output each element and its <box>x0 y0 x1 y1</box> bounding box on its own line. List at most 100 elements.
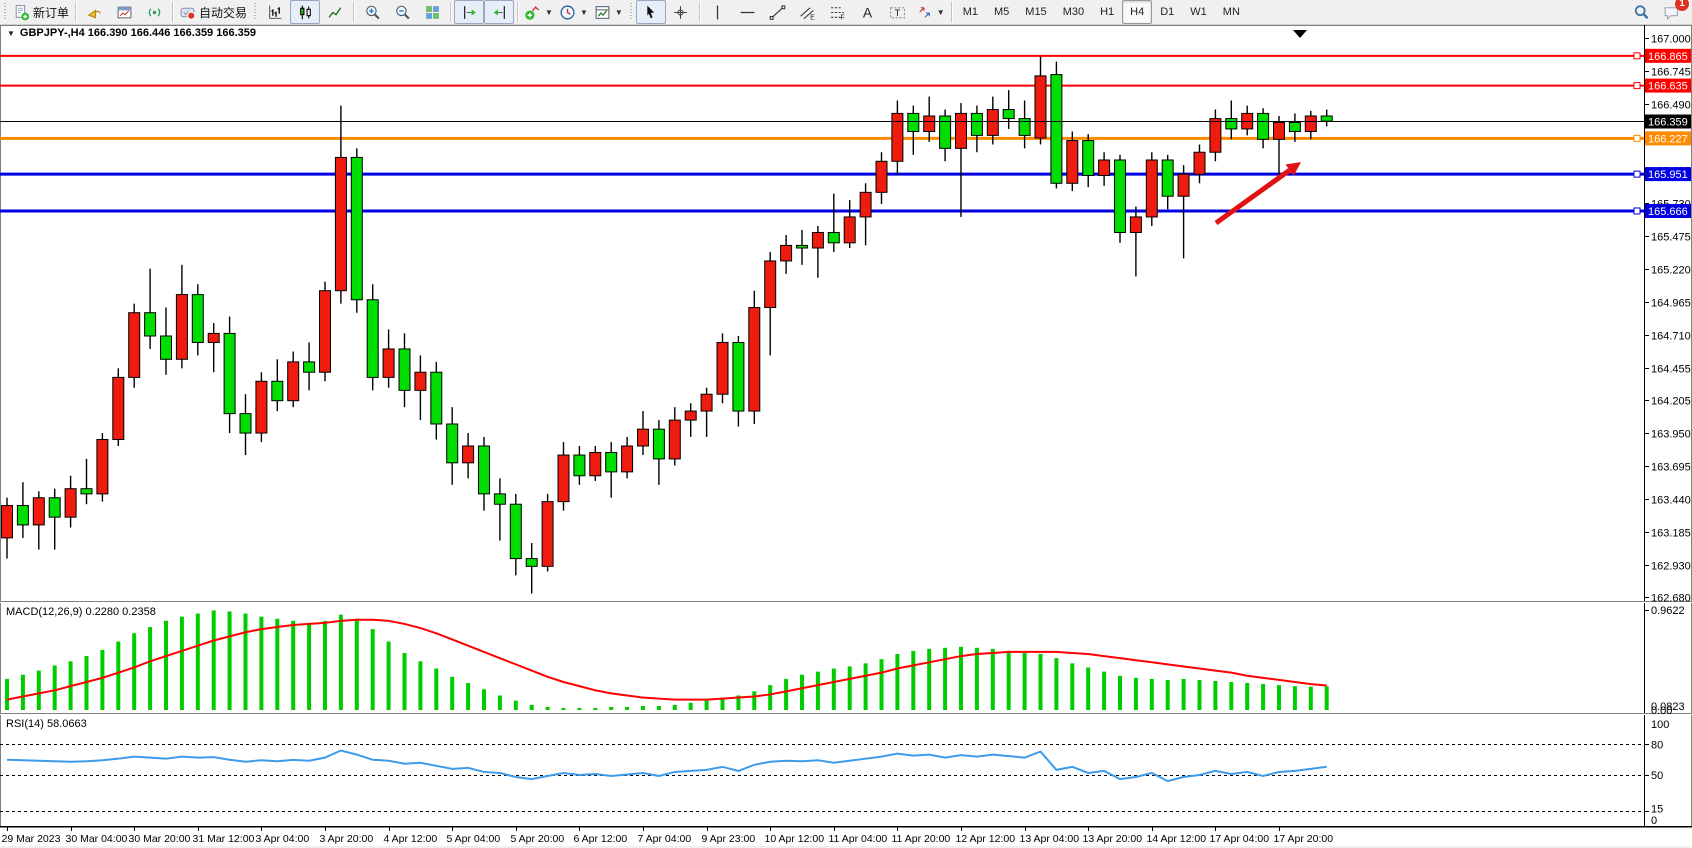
svg-text:E: E <box>810 14 815 21</box>
tile-icon <box>425 5 439 19</box>
text-button[interactable]: A <box>853 0 883 24</box>
svg-text:T: T <box>895 8 901 19</box>
annotations[interactable] <box>1214 30 1307 226</box>
signals-button[interactable] <box>139 0 169 24</box>
svg-text:167.000: 167.000 <box>1651 34 1691 46</box>
svg-text:11 Apr 20:00: 11 Apr 20:00 <box>892 833 951 845</box>
svg-text:6 Apr 12:00: 6 Apr 12:00 <box>574 833 628 845</box>
timeframe-m1-button[interactable]: M1 <box>962 6 978 18</box>
toolbar-grip <box>253 3 259 21</box>
cursor-button[interactable] <box>635 0 666 24</box>
arrows-button[interactable]: ▼ <box>913 0 948 24</box>
svg-text:166.359: 166.359 <box>1648 117 1688 129</box>
text-label-button[interactable]: T <box>883 0 913 24</box>
zoom-in-button[interactable] <box>357 0 387 24</box>
svg-text:164.455: 164.455 <box>1651 364 1691 376</box>
candles <box>1 56 1333 594</box>
svg-text:17 Apr 04:00: 17 Apr 04:00 <box>1210 833 1270 845</box>
chevron-down-icon[interactable]: ▼ <box>545 7 553 17</box>
window-edge <box>0 846 1692 848</box>
notification-badge: 1 <box>1675 0 1689 11</box>
support-1-price-badge: 165.951 <box>1645 167 1691 182</box>
svg-text:163.695: 163.695 <box>1651 462 1691 474</box>
publisher-button[interactable] <box>79 0 109 24</box>
svg-text:164.965: 164.965 <box>1651 298 1691 310</box>
clock-icon <box>560 4 575 20</box>
svg-text:100: 100 <box>1651 719 1669 731</box>
svg-text:5 Apr 04:00: 5 Apr 04:00 <box>447 833 501 845</box>
crosshair-icon <box>674 5 688 19</box>
svg-text:A: A <box>863 4 873 20</box>
main-toolbar: 新订单 自动交易 ▼ ▼ ▼ E F A T ▼ M1 M5 M15 M30 H1 H4 D1 W1 MN 1 <box>0 0 1692 25</box>
svg-text:163.440: 163.440 <box>1651 495 1691 507</box>
toolbar-grip <box>3 3 8 21</box>
timeframe-d1-button[interactable]: D1 <box>1160 6 1175 18</box>
svg-text:165.666: 165.666 <box>1648 206 1688 218</box>
cursor-icon <box>647 5 655 18</box>
new-order-button[interactable]: 新订单 <box>10 0 72 24</box>
time-axis[interactable]: 29 Mar 2023 30 Mar 04:00 30 Mar 20:00 31 Ma… <box>2 827 1334 845</box>
tile-windows-button[interactable] <box>417 0 447 24</box>
svg-text:13 Apr 04:00: 13 Apr 04:00 <box>1020 833 1080 845</box>
vertical-line-button[interactable] <box>703 0 733 24</box>
new-order-icon <box>15 4 30 20</box>
svg-text:17 Apr 20:00: 17 Apr 20:00 <box>1274 833 1334 845</box>
svg-text:163.185: 163.185 <box>1651 528 1691 540</box>
zoom-out-button[interactable] <box>387 0 417 24</box>
svg-text:0: 0 <box>1651 815 1657 827</box>
indicators-button[interactable]: ▼ <box>521 0 556 24</box>
line-chart-button[interactable] <box>320 0 350 24</box>
indicators-icon <box>525 5 540 20</box>
auto-scroll-button[interactable] <box>454 0 485 24</box>
search-button[interactable] <box>1626 0 1656 24</box>
svg-text:7 Apr 04:00: 7 Apr 04:00 <box>638 833 692 845</box>
chevron-down-icon[interactable]: ▼ <box>614 7 623 17</box>
templates-button[interactable]: ▼ <box>591 0 626 24</box>
equidistant-channel-button[interactable]: E <box>793 0 823 24</box>
svg-text:165.475: 165.475 <box>1651 232 1691 244</box>
horizontal-lines[interactable] <box>0 52 1644 215</box>
rsi-pane[interactable]: RSI(14) 58.0663 100 80 50 150 <box>0 718 1669 827</box>
new-order-label: 新订单 <box>33 5 70 20</box>
end-of-data-marker-icon <box>1293 30 1307 38</box>
macd-pane[interactable]: MACD(12,26,9) 0.2280 0.2358 0.9622 0.08230… <box>5 605 1685 717</box>
support-2-price-badge: 165.666 <box>1645 203 1691 218</box>
timeframe-h1-button[interactable]: H1 <box>1100 6 1115 18</box>
svg-text:50: 50 <box>1651 770 1663 782</box>
timeframe-m5-button[interactable]: M5 <box>994 6 1010 18</box>
svg-text:3 Apr 20:00: 3 Apr 20:00 <box>320 833 374 845</box>
chart-window-icon <box>117 6 131 18</box>
chart-shift-button[interactable] <box>484 0 515 24</box>
crosshair-button[interactable] <box>666 0 696 24</box>
fibonacci-button[interactable]: F <box>823 0 853 24</box>
timeframe-mn-button[interactable]: MN <box>1222 6 1240 18</box>
timeframe-h4-button[interactable]: H4 <box>1122 0 1153 24</box>
candlestick-chart-button[interactable] <box>290 0 321 24</box>
horizontal-line-button[interactable] <box>733 0 763 24</box>
collapse-ohlc-icon[interactable]: ▼ <box>7 29 15 38</box>
timeframe-w1-button[interactable]: W1 <box>1190 6 1207 18</box>
pivot-price-badge: 166.227 <box>1645 131 1691 146</box>
chevron-down-icon[interactable]: ▼ <box>936 7 945 17</box>
svg-text:163.950: 163.950 <box>1651 429 1691 441</box>
autotrading-button[interactable]: 自动交易 <box>176 0 250 24</box>
periods-button[interactable]: ▼ <box>556 0 591 24</box>
notifications-button[interactable]: 1 <box>1656 0 1689 24</box>
pane-frames <box>0 25 1692 828</box>
trendline-button[interactable] <box>763 0 793 24</box>
svg-text:0.00: 0.00 <box>1651 705 1672 717</box>
svg-text:166.227: 166.227 <box>1648 133 1688 145</box>
svg-text:166.865: 166.865 <box>1648 51 1688 63</box>
chevron-down-icon[interactable]: ▼ <box>579 7 588 17</box>
svg-text:164.205: 164.205 <box>1651 396 1691 408</box>
trend-arrow <box>1214 168 1292 226</box>
timeframe-m15-button[interactable]: M15 <box>1025 6 1047 18</box>
svg-text:3 Apr 04:00: 3 Apr 04:00 <box>256 833 310 845</box>
candles-icon <box>299 5 311 19</box>
charts-window-button[interactable] <box>109 0 139 24</box>
svg-text:30 Mar 04:00: 30 Mar 04:00 <box>66 833 128 845</box>
svg-text:29 Mar 2023: 29 Mar 2023 <box>2 833 61 845</box>
bar-chart-button[interactable] <box>260 0 290 24</box>
timeframe-m30-button[interactable]: M30 <box>1062 6 1085 18</box>
